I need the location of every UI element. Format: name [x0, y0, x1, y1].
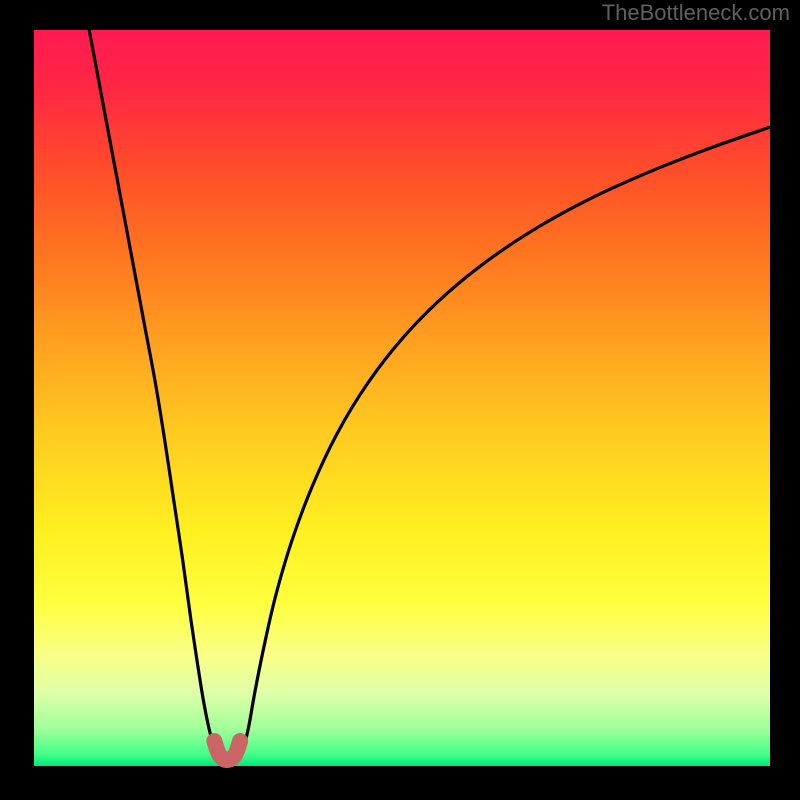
plot-area [34, 30, 770, 766]
chart-container: TheBottleneck.com [0, 0, 800, 800]
left-curve [89, 30, 214, 748]
watermark-text: TheBottleneck.com [602, 0, 790, 26]
bottleneck-curves [34, 30, 770, 766]
dip-marker [214, 741, 240, 760]
right-curve [244, 127, 770, 747]
